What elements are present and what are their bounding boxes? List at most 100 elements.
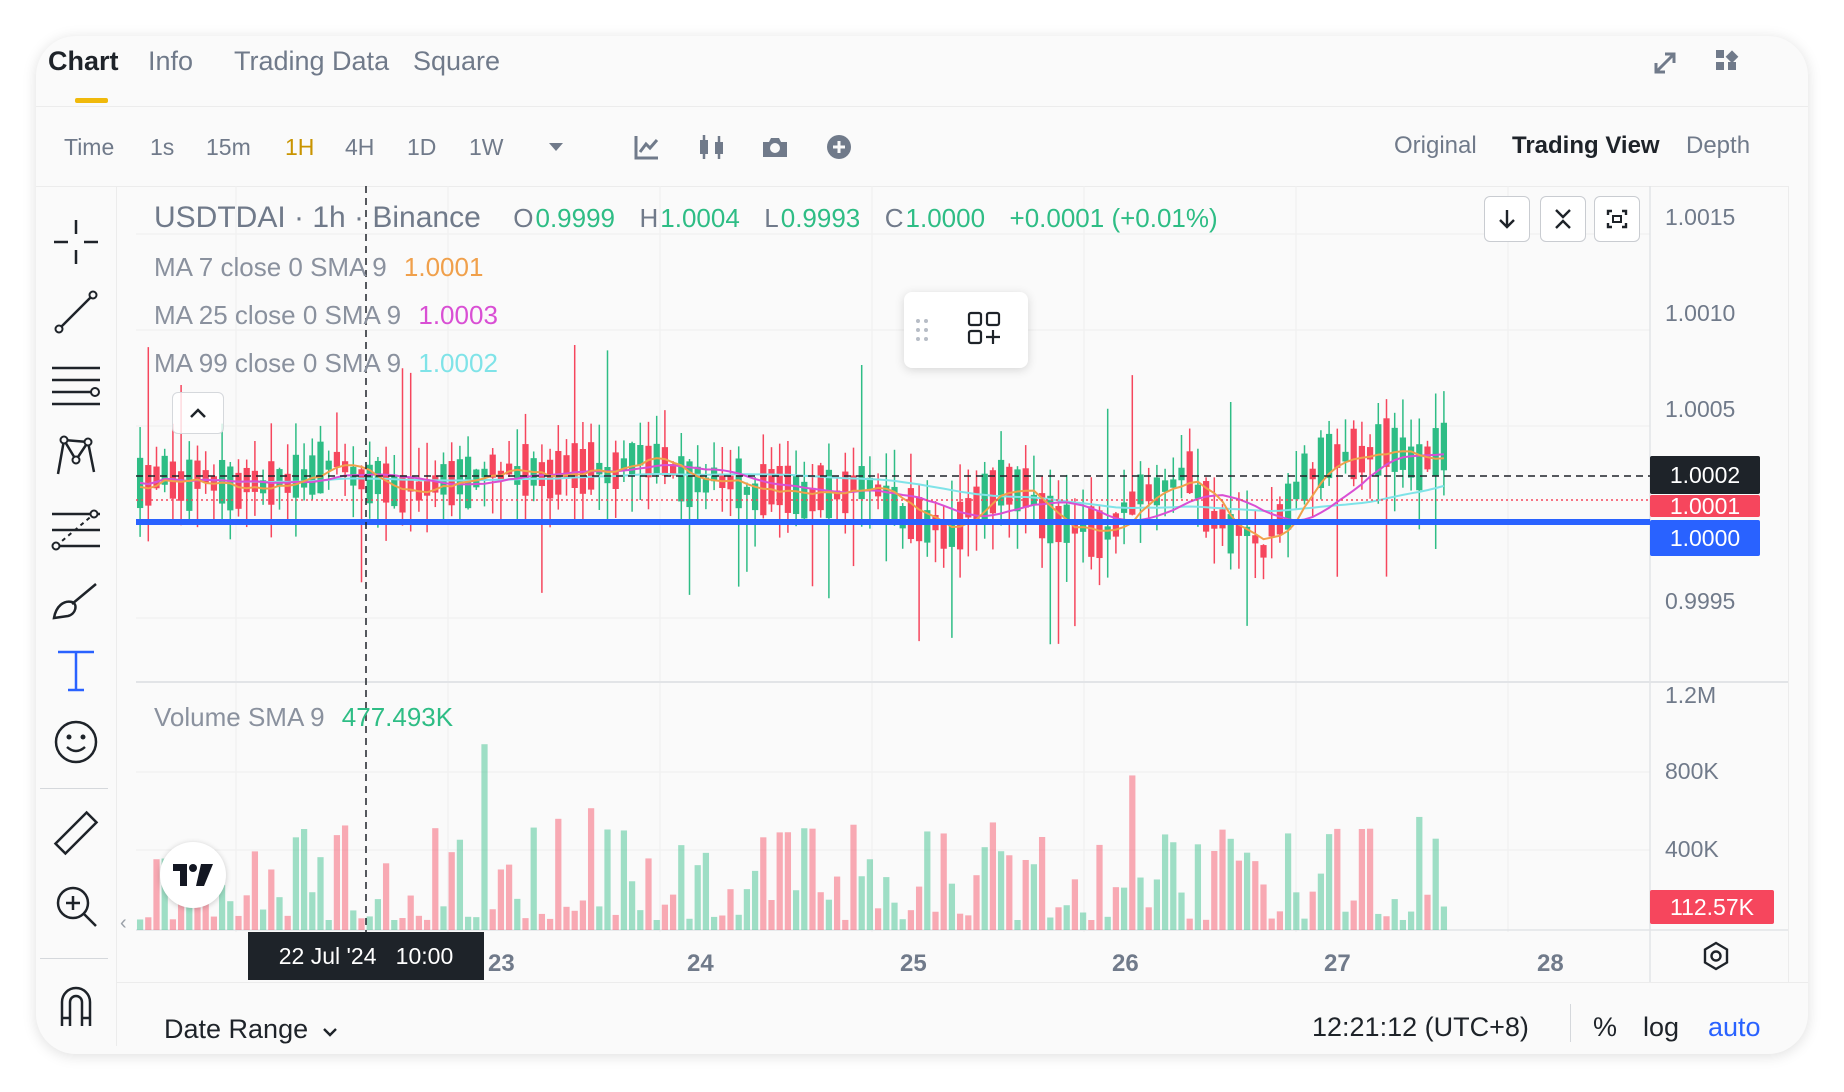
candle-body bbox=[1219, 509, 1226, 529]
tab-info[interactable]: Info bbox=[148, 46, 194, 76]
magnet-tool-icon[interactable] bbox=[48, 978, 104, 1034]
log-toggle[interactable]: log bbox=[1643, 1012, 1680, 1042]
emoji-tool-icon[interactable] bbox=[48, 714, 104, 770]
date-axis-label: 24 bbox=[687, 950, 714, 977]
timeframe-1s[interactable]: 1s bbox=[150, 134, 175, 160]
volume-bar bbox=[1129, 775, 1136, 930]
candle-body bbox=[1358, 445, 1366, 473]
horizontal-lines-tool-icon[interactable] bbox=[48, 356, 104, 412]
timeframe-1h[interactable]: 1H bbox=[285, 134, 315, 160]
candle-body bbox=[948, 519, 956, 547]
volume-bar bbox=[1014, 919, 1021, 930]
volume-bar bbox=[743, 889, 751, 930]
reset-view-button[interactable] bbox=[1594, 196, 1640, 242]
crosshair-tool-icon[interactable] bbox=[48, 214, 104, 270]
auto-toggle[interactable]: auto bbox=[1708, 1012, 1761, 1042]
tab-square[interactable]: Square bbox=[413, 46, 501, 76]
tab-trading-data[interactable]: Trading Data bbox=[234, 46, 390, 76]
date-range-label: Date Range bbox=[164, 1014, 309, 1044]
text-tool-icon[interactable] bbox=[48, 642, 104, 698]
candle-body bbox=[1260, 545, 1267, 558]
volume-bar bbox=[883, 877, 890, 930]
volume-bar bbox=[1145, 907, 1152, 930]
crosshair-price-tag: 1.0002 bbox=[1650, 456, 1760, 494]
candle-body bbox=[735, 458, 742, 509]
candle-body bbox=[899, 505, 906, 529]
ma99-value: 1.0002 bbox=[418, 348, 498, 378]
date-axis-label: 28 bbox=[1537, 950, 1564, 977]
date-axis-label: 26 bbox=[1112, 950, 1139, 977]
volume-bar bbox=[350, 910, 357, 930]
volume-bar bbox=[874, 908, 882, 930]
fib-retracement-tool-icon[interactable] bbox=[48, 502, 104, 558]
volume-axis-label: 1.2M bbox=[1665, 682, 1717, 708]
candle-body bbox=[1342, 451, 1349, 462]
candle-body bbox=[1014, 469, 1021, 512]
volume-bar bbox=[563, 906, 570, 930]
collapse-chart-button[interactable] bbox=[1540, 196, 1586, 242]
candle-body bbox=[907, 488, 915, 540]
volume-bar bbox=[825, 899, 833, 930]
volume-bar bbox=[210, 916, 218, 930]
add-widget-icon[interactable] bbox=[966, 310, 1002, 351]
volume-bar bbox=[1309, 891, 1316, 930]
candle-body bbox=[694, 466, 701, 493]
volume-axis-label: 800K bbox=[1665, 758, 1719, 784]
volume-bar bbox=[1358, 829, 1366, 930]
volume-bar bbox=[907, 910, 915, 930]
volume-bar bbox=[1096, 844, 1103, 930]
layout-grid-icon[interactable] bbox=[1712, 46, 1742, 76]
volume-axis-label: 400K bbox=[1665, 836, 1719, 862]
pattern-tool-icon[interactable] bbox=[48, 428, 104, 484]
brush-tool-icon[interactable] bbox=[48, 572, 104, 628]
change-value: +0.0001 (+0.01%) bbox=[1009, 203, 1218, 233]
volume-bar bbox=[227, 901, 234, 930]
volume-bar bbox=[678, 845, 685, 930]
candlestick-chart[interactable] bbox=[36, 36, 1808, 1054]
candle-body bbox=[661, 447, 669, 476]
candle-body bbox=[628, 443, 636, 475]
percent-toggle[interactable]: % bbox=[1593, 1012, 1618, 1042]
scroll-left-icon[interactable]: ‹ bbox=[120, 912, 127, 934]
volume-bar bbox=[448, 852, 455, 930]
candle-body bbox=[596, 462, 603, 475]
candle-body bbox=[1366, 447, 1374, 460]
candle-body bbox=[481, 468, 488, 478]
trend-line-tool-icon[interactable] bbox=[48, 284, 104, 340]
view-original[interactable]: Original bbox=[1394, 132, 1477, 159]
view-depth[interactable]: Depth bbox=[1686, 132, 1751, 159]
date-range-dropdown[interactable]: Date Range bbox=[164, 1014, 338, 1045]
candle-body bbox=[489, 454, 496, 478]
candlestick-type-icon[interactable] bbox=[696, 132, 728, 167]
tab-chart[interactable]: Chart bbox=[48, 46, 119, 76]
fullscreen-icon[interactable] bbox=[1648, 46, 1682, 80]
timeframe-1d[interactable]: 1D bbox=[407, 134, 437, 160]
volume-last-tag: 112.57K bbox=[1650, 890, 1774, 924]
candle-body bbox=[1243, 526, 1251, 537]
candle-body bbox=[276, 469, 283, 487]
timeframe-4h[interactable]: 4H bbox=[345, 134, 375, 160]
timeframe-1w[interactable]: 1W bbox=[469, 134, 504, 160]
volume-bar bbox=[161, 858, 168, 930]
timeframe-15m[interactable]: 15m bbox=[206, 134, 251, 160]
scroll-down-button[interactable] bbox=[1484, 196, 1530, 242]
collapse-icon bbox=[1555, 209, 1571, 229]
camera-icon[interactable] bbox=[760, 134, 790, 165]
collapse-legend-button[interactable] bbox=[172, 392, 224, 434]
volume-bar bbox=[965, 915, 972, 930]
timeframe-dropdown-icon[interactable] bbox=[546, 140, 566, 159]
indicators-icon[interactable] bbox=[632, 132, 662, 167]
chart-settings-icon[interactable] bbox=[1700, 940, 1732, 977]
view-trading-view[interactable]: Trading View bbox=[1512, 132, 1660, 159]
drag-handle-icon[interactable] bbox=[904, 317, 940, 343]
tradingview-logo[interactable] bbox=[160, 842, 226, 908]
volume-bar bbox=[842, 919, 849, 930]
clock-display[interactable]: 12:21:12 (UTC+8) bbox=[1312, 1012, 1529, 1042]
ruler-tool-icon[interactable] bbox=[48, 806, 104, 862]
zoom-in-tool-icon[interactable] bbox=[48, 878, 104, 934]
volume-bar bbox=[292, 837, 300, 930]
add-circle-icon[interactable] bbox=[824, 132, 854, 167]
candle-body bbox=[259, 480, 267, 494]
candle-body bbox=[768, 469, 775, 505]
volume-bar bbox=[1161, 834, 1169, 930]
